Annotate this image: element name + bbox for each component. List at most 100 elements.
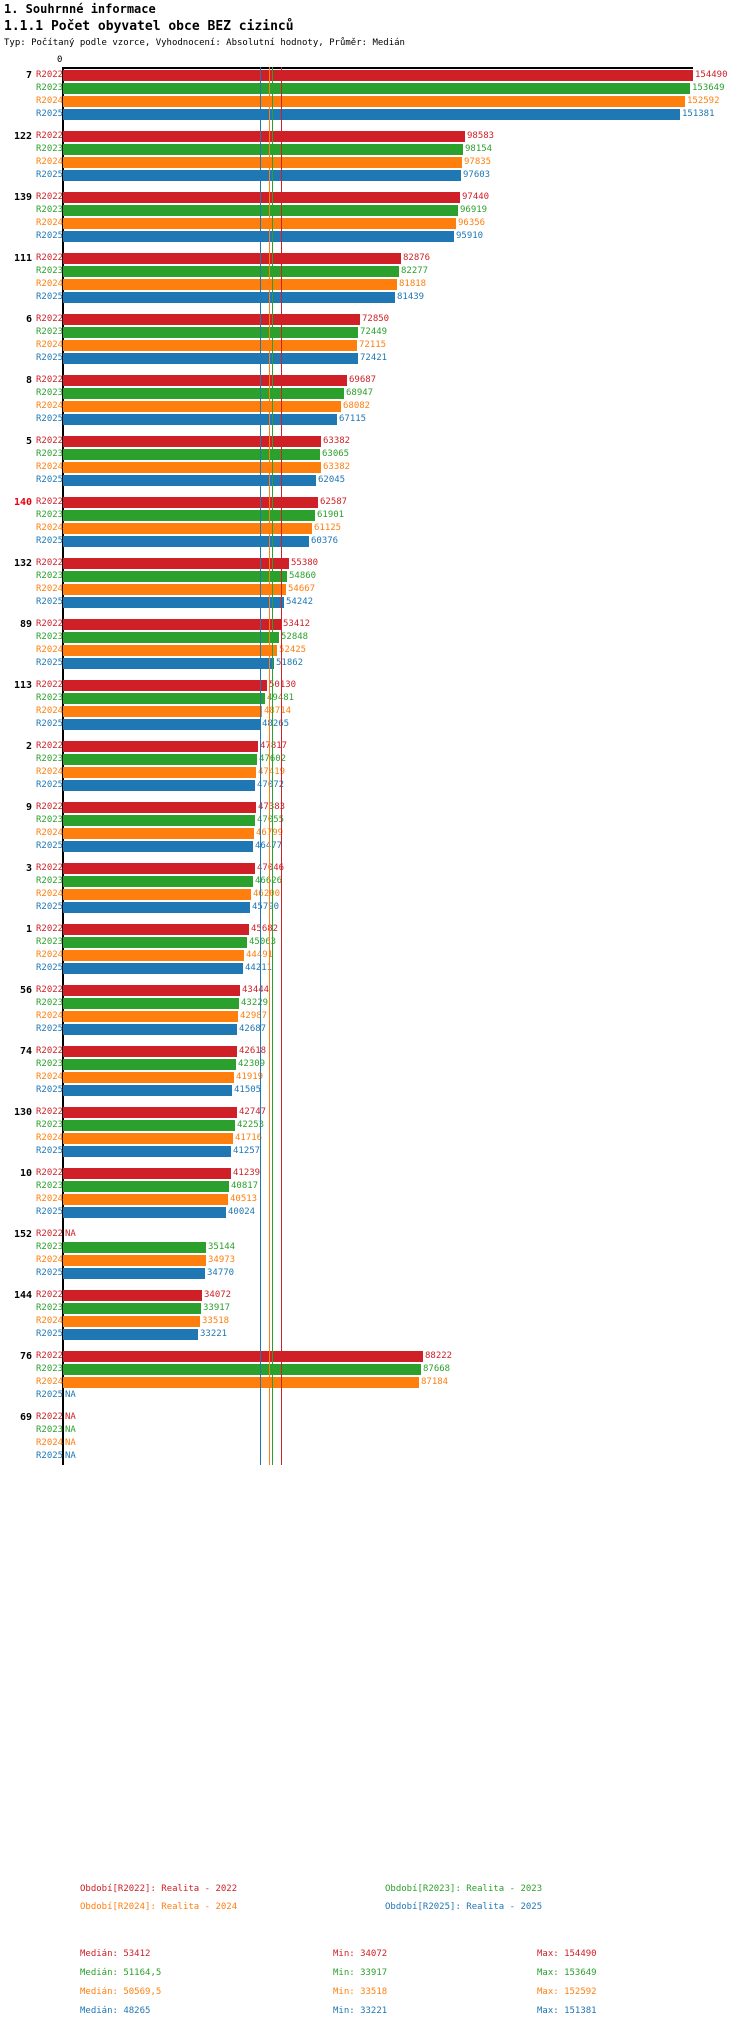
bar-row[interactable]: R2023 153649 bbox=[0, 82, 750, 95]
bar-row[interactable]: R202446799 bbox=[0, 827, 750, 840]
bar[interactable] bbox=[63, 327, 358, 338]
bar[interactable] bbox=[63, 963, 243, 974]
group-label[interactable]: 111 bbox=[13, 253, 32, 264]
bar-row[interactable]: R2025 46477 bbox=[0, 840, 750, 853]
group-label[interactable]: 152 bbox=[13, 1229, 32, 1240]
bar[interactable] bbox=[63, 1059, 236, 1070]
bar-row[interactable]: R2022 41239 bbox=[0, 1167, 750, 1180]
bar-row[interactable]: R2023 72449 bbox=[0, 326, 750, 339]
bar-row[interactable]: R2024 63382 bbox=[0, 461, 750, 474]
bar[interactable] bbox=[63, 1072, 234, 1083]
bar[interactable] bbox=[63, 558, 289, 569]
bar[interactable] bbox=[63, 741, 258, 752]
bar[interactable] bbox=[63, 1194, 228, 1205]
bar-row[interactable]: R2024 41919 bbox=[0, 1071, 750, 1084]
bar[interactable] bbox=[63, 231, 454, 242]
group-label[interactable]: 3 bbox=[25, 863, 32, 874]
bar-row[interactable]: R2024 97835 bbox=[0, 156, 750, 169]
bar-row[interactable]: R2023 96919 bbox=[0, 204, 750, 217]
bar-row[interactable]: R2024 54667 bbox=[0, 583, 750, 596]
bar[interactable] bbox=[63, 536, 309, 547]
bar-row[interactable]: R2025 60376 bbox=[0, 535, 750, 548]
bar[interactable] bbox=[63, 658, 274, 669]
bar[interactable] bbox=[63, 1268, 205, 1279]
bar-row[interactable]: R2025 42687 bbox=[0, 1023, 750, 1036]
bar[interactable] bbox=[63, 985, 240, 996]
bar-row[interactable]: R2023 47055 bbox=[0, 814, 750, 827]
bar[interactable] bbox=[63, 109, 680, 120]
bar-row[interactable]: R2023 82277 bbox=[0, 265, 750, 278]
bar-row[interactable]: R2022 NA bbox=[0, 1411, 750, 1424]
bar-row[interactable]: R2024 52425 bbox=[0, 644, 750, 657]
bar[interactable] bbox=[63, 584, 286, 595]
bar[interactable] bbox=[63, 693, 265, 704]
bar[interactable] bbox=[63, 218, 456, 229]
group-label[interactable]: 5 bbox=[25, 436, 32, 447]
bar[interactable] bbox=[63, 597, 284, 608]
bar[interactable] bbox=[63, 754, 257, 765]
bar-row[interactable]: R2022 63382 bbox=[0, 435, 750, 448]
bar-row[interactable]: R2022 43444 bbox=[0, 984, 750, 997]
bar-row[interactable]: R2025 33221 bbox=[0, 1328, 750, 1341]
bar-row[interactable]: R2025 72421 bbox=[0, 352, 750, 365]
bar-row[interactable]: R2022 98583 bbox=[0, 130, 750, 143]
bar-row[interactable]: R2023 33917 bbox=[0, 1302, 750, 1315]
group-label[interactable]: 7 bbox=[25, 70, 32, 81]
group-label[interactable]: 130 bbox=[13, 1107, 32, 1118]
bar-row[interactable]: R2024 46200 bbox=[0, 888, 750, 901]
group-label[interactable]: 56 bbox=[19, 985, 32, 996]
bar[interactable] bbox=[63, 523, 312, 534]
group-label[interactable]: 140 bbox=[13, 497, 32, 508]
group-label[interactable]: 69 bbox=[19, 1412, 32, 1423]
bar[interactable] bbox=[63, 706, 262, 717]
bar-row[interactable]: R2025 47072 bbox=[0, 779, 750, 792]
bar[interactable] bbox=[63, 1133, 233, 1144]
bar[interactable] bbox=[63, 632, 279, 643]
bar[interactable] bbox=[63, 1168, 231, 1179]
bar[interactable] bbox=[63, 83, 690, 94]
bar-row[interactable]: R2023 42253 bbox=[0, 1119, 750, 1132]
bar[interactable] bbox=[63, 902, 250, 913]
bar-row[interactable]: R2022 72850 bbox=[0, 313, 750, 326]
bar[interactable] bbox=[63, 1207, 226, 1218]
bar-row[interactable]: R2023 49481 bbox=[0, 692, 750, 705]
bar[interactable] bbox=[63, 802, 256, 813]
bar[interactable] bbox=[63, 1290, 202, 1301]
bar-row[interactable]: R2025 41257 bbox=[0, 1145, 750, 1158]
bar[interactable] bbox=[63, 680, 267, 691]
bar[interactable] bbox=[63, 889, 251, 900]
bar-row[interactable]: R2022 50130 bbox=[0, 679, 750, 692]
bar-row[interactable]: R2022 88222 bbox=[0, 1350, 750, 1363]
bar[interactable] bbox=[63, 645, 277, 656]
bar-row[interactable]: R2023 68947 bbox=[0, 387, 750, 400]
bar-row[interactable]: R2024 NA bbox=[0, 1437, 750, 1450]
bar-row[interactable]: R2025 NA bbox=[0, 1450, 750, 1463]
bar-row[interactable]: R2025 95910 bbox=[0, 230, 750, 243]
bar-row[interactable]: R2024 96356 bbox=[0, 217, 750, 230]
bar[interactable] bbox=[63, 70, 693, 81]
bar[interactable] bbox=[63, 719, 260, 730]
bar[interactable] bbox=[63, 937, 247, 948]
bar-row[interactable]: R2025 81439 bbox=[0, 291, 750, 304]
bar-row[interactable]: R2022 42618 bbox=[0, 1045, 750, 1058]
bar-row[interactable]: R2025 62045 bbox=[0, 474, 750, 487]
bar[interactable] bbox=[63, 1011, 238, 1022]
bar-row[interactable]: R2022 NA bbox=[0, 1228, 750, 1241]
bar-row[interactable]: R2025 48265 bbox=[0, 718, 750, 731]
bar[interactable] bbox=[63, 1107, 237, 1118]
bar-row[interactable]: R202347602 bbox=[0, 753, 750, 766]
bar-row[interactable]: R2025 54242 bbox=[0, 596, 750, 609]
bar[interactable] bbox=[63, 510, 315, 521]
bar[interactable] bbox=[63, 815, 255, 826]
bar[interactable] bbox=[63, 414, 337, 425]
bar[interactable] bbox=[63, 924, 249, 935]
bar-row[interactable]: R2025 NA bbox=[0, 1389, 750, 1402]
bar[interactable] bbox=[63, 292, 395, 303]
bar-row[interactable]: R2022 47046 bbox=[0, 862, 750, 875]
group-label[interactable]: 139 bbox=[13, 192, 32, 203]
group-label[interactable]: 132 bbox=[13, 558, 32, 569]
bar-row[interactable]: R2023 61901 bbox=[0, 509, 750, 522]
bar-row[interactable]: R2022 97440 bbox=[0, 191, 750, 204]
bar[interactable] bbox=[63, 1181, 229, 1192]
bar-row[interactable]: R2023 40817 bbox=[0, 1180, 750, 1193]
